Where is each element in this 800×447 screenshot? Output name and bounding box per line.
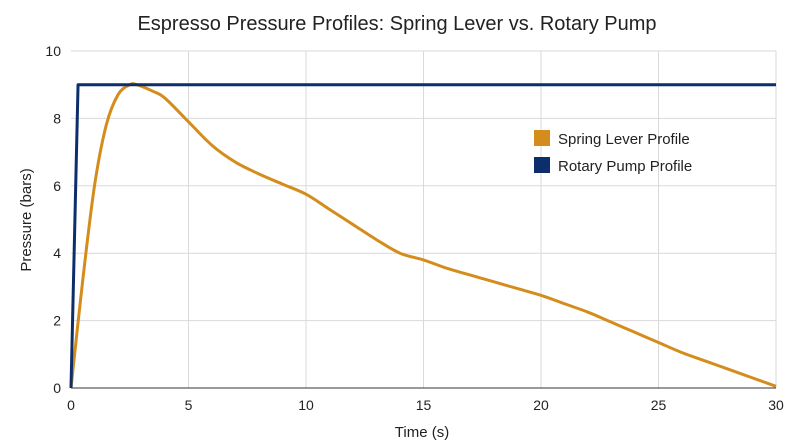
x-tick-label: 20 bbox=[533, 397, 549, 413]
y-axis-label: Pressure (bars) bbox=[18, 168, 35, 271]
grid-lines bbox=[71, 50, 777, 388]
axes: 0 5 10 15 20 25 30 0 2 4 6 8 10 bbox=[45, 43, 784, 413]
x-tick-label: 15 bbox=[416, 397, 432, 413]
y-tick-label: 6 bbox=[53, 178, 61, 194]
y-tick-label: 2 bbox=[53, 313, 61, 329]
x-tick-label: 25 bbox=[651, 397, 667, 413]
x-tick-label: 30 bbox=[768, 397, 784, 413]
series-line-rotary-pump bbox=[69, 83, 776, 389]
legend-label-rotary-pump: Rotary Pump Profile bbox=[558, 158, 692, 175]
x-tick-label: 5 bbox=[185, 397, 193, 413]
chart-title: Espresso Pressure Profiles: Spring Lever… bbox=[137, 13, 656, 35]
x-tick-label: 10 bbox=[298, 397, 314, 413]
legend-label-spring-lever: Spring Lever Profile bbox=[558, 131, 690, 148]
x-tick-label: 0 bbox=[67, 397, 75, 413]
series-lines bbox=[69, 82, 777, 389]
legend: Spring Lever Profile Rotary Pump Profile bbox=[534, 130, 692, 175]
y-tick-label: 4 bbox=[53, 245, 61, 261]
y-tick-label: 0 bbox=[53, 380, 61, 396]
legend-swatch-rotary-pump bbox=[534, 157, 550, 173]
legend-swatch-spring-lever bbox=[534, 130, 550, 146]
x-axis-label: Time (s) bbox=[395, 424, 449, 441]
y-tick-label: 8 bbox=[53, 110, 61, 126]
y-tick-label: 10 bbox=[45, 43, 61, 59]
